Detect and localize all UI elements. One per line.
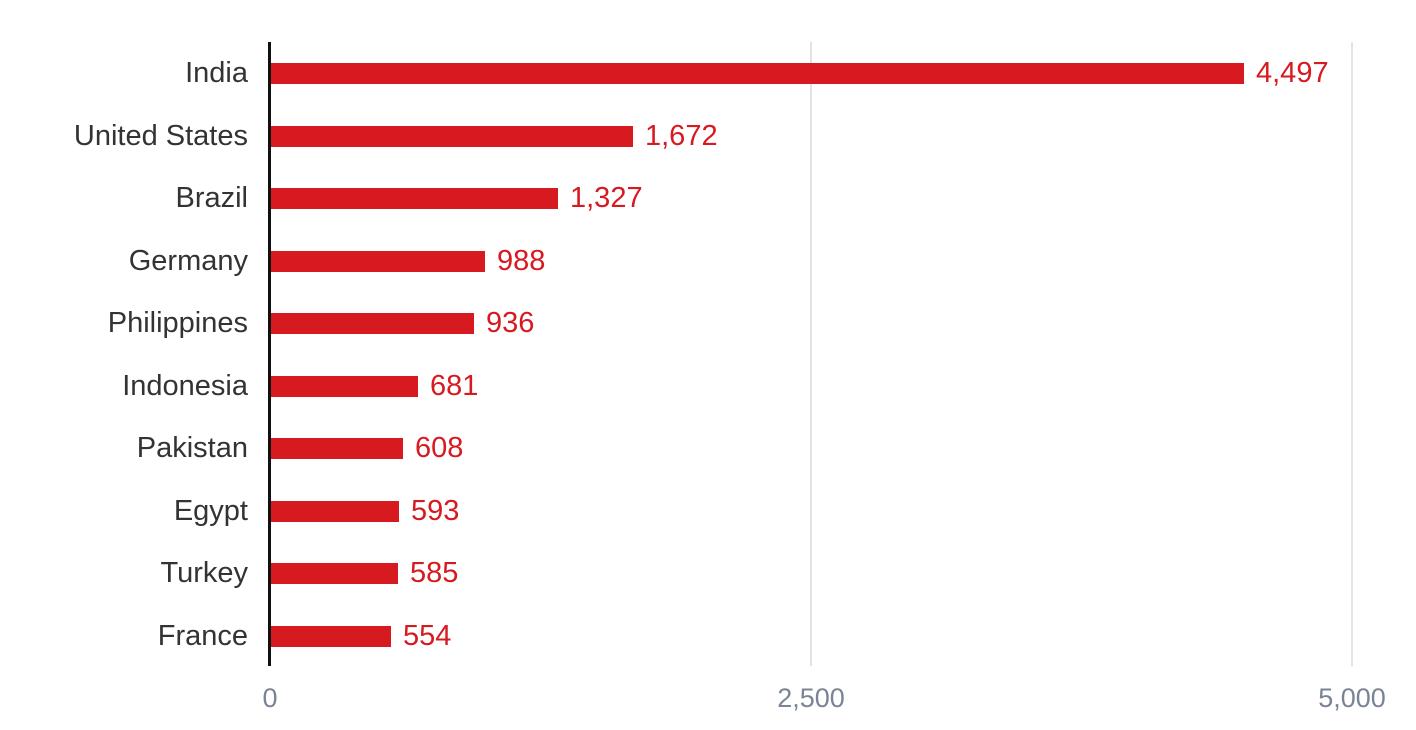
category-label: Pakistan	[136, 432, 248, 465]
bar	[271, 563, 398, 585]
value-label: 585	[410, 557, 459, 590]
value-label: 593	[411, 494, 460, 527]
gridline-5000	[1351, 42, 1353, 666]
category-label: France	[157, 619, 248, 652]
value-label: 681	[430, 369, 479, 402]
bar	[271, 438, 403, 460]
bar	[271, 500, 399, 522]
bar-row: India 4,497	[0, 57, 1416, 89]
value-label: 988	[497, 244, 546, 277]
y-axis-line	[268, 42, 271, 666]
category-label: Turkey	[160, 557, 248, 590]
bar-row: Egypt 593	[0, 495, 1416, 527]
category-label: Indonesia	[122, 369, 248, 402]
category-label: Brazil	[175, 182, 248, 215]
value-label: 608	[415, 432, 464, 465]
bar	[271, 313, 474, 335]
category-label: India	[185, 57, 248, 89]
bar-row: Indonesia 681	[0, 370, 1416, 402]
category-label: Philippines	[107, 307, 248, 340]
bar-row: United States 1,672	[0, 120, 1416, 152]
value-label: 4,497	[1256, 57, 1329, 89]
bar-row: Philippines 936	[0, 307, 1416, 339]
gridline-2500	[810, 42, 812, 666]
bar	[271, 625, 391, 647]
x-tick-label: 2,500	[777, 683, 845, 713]
bar-row: Brazil 1,327	[0, 182, 1416, 214]
x-tick-label: 0	[262, 683, 278, 713]
bar-row: Turkey 585	[0, 557, 1416, 589]
value-label: 936	[486, 307, 535, 340]
bar-row: Pakistan 608	[0, 432, 1416, 464]
bar	[271, 125, 633, 147]
category-label: Egypt	[173, 494, 248, 527]
category-label: United States	[73, 119, 248, 152]
value-label: 1,672	[645, 119, 718, 152]
bar	[271, 375, 418, 397]
x-tick-label: 5,000	[1318, 683, 1386, 713]
category-label: Germany	[128, 244, 248, 277]
bar-row: Germany 988	[0, 245, 1416, 277]
value-label: 554	[403, 619, 452, 652]
bar	[271, 188, 558, 210]
value-label: 1,327	[570, 182, 643, 215]
bar	[271, 63, 1244, 84]
bar-row: France 554	[0, 620, 1416, 652]
bar	[271, 250, 485, 272]
